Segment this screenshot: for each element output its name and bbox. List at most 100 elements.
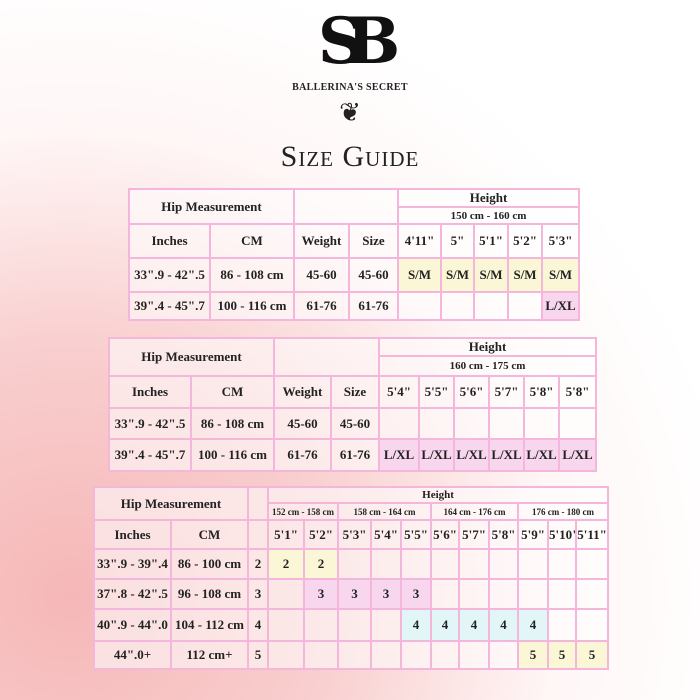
table-cell: 5 bbox=[547, 640, 577, 670]
hip-measurement-header: Hip Measurement bbox=[128, 188, 295, 225]
blank-header-cell bbox=[293, 188, 399, 225]
table-cell bbox=[453, 407, 490, 440]
column-header: 5'1" bbox=[267, 519, 305, 550]
table-cell: 45-60 bbox=[273, 407, 332, 440]
table-cell: 2 bbox=[247, 548, 269, 580]
hip-measurement-header: Hip Measurement bbox=[108, 337, 275, 377]
table-cell: 61-76 bbox=[273, 438, 332, 472]
table-cell: L/XL bbox=[453, 438, 490, 472]
table-cell bbox=[488, 548, 519, 580]
table-cell bbox=[574, 608, 610, 642]
column-header: 5'3" bbox=[337, 519, 372, 550]
table-cell bbox=[507, 291, 543, 321]
table-cell bbox=[370, 548, 402, 580]
height-header: Height bbox=[266, 486, 610, 504]
brand-monogram-logo: SB bbox=[317, 4, 400, 79]
table-cell bbox=[337, 608, 372, 642]
column-header: 5'8" bbox=[488, 519, 519, 550]
table-cell: 104 - 112 cm bbox=[170, 608, 249, 642]
table-cell: 5 bbox=[574, 640, 610, 670]
table-cell: 96 - 108 cm bbox=[170, 578, 249, 610]
column-header: CM bbox=[209, 223, 295, 259]
column-header: 5'3" bbox=[540, 223, 581, 259]
column-header bbox=[247, 519, 269, 550]
table-cell: 44".0+ bbox=[93, 640, 172, 670]
column-header: 5'10" bbox=[547, 519, 577, 550]
table-cell: S/M bbox=[473, 257, 509, 293]
table-cell bbox=[458, 548, 490, 580]
column-header: 5" bbox=[440, 223, 475, 259]
table-row: 39".4 - 45".7 100 - 116 cm 61-76 61-76 L/XL L… bbox=[108, 438, 597, 472]
table-cell bbox=[488, 407, 525, 440]
table-cell bbox=[558, 407, 597, 440]
table-cell bbox=[473, 291, 509, 321]
column-header: Weight bbox=[293, 223, 350, 259]
column-header: 5'2" bbox=[507, 223, 543, 259]
table-cell: 112 cm+ bbox=[170, 640, 249, 670]
column-header: Weight bbox=[273, 375, 332, 409]
column-header: 5'1" bbox=[473, 223, 509, 259]
table-cell: 4 bbox=[400, 608, 432, 642]
table-row: 40".9 - 44".0 104 - 112 cm 4 4 4 4 4 4 bbox=[93, 608, 610, 642]
column-header: 5'5" bbox=[418, 375, 455, 409]
table-row: 33".9 - 39".4 86 - 100 cm 2 2 2 bbox=[93, 548, 610, 580]
column-header: 5'4" bbox=[370, 519, 402, 550]
hip-measurement-header: Hip Measurement bbox=[93, 486, 249, 521]
column-header: 5'6" bbox=[453, 375, 490, 409]
table-row: 33".9 - 42".5 86 - 108 cm 45-60 45-60 S/M S/M… bbox=[128, 257, 581, 293]
table-cell bbox=[430, 548, 460, 580]
table-cell: L/XL bbox=[378, 438, 420, 472]
size-table-1: Hip Measurement Height 150 cm - 160 cm Inch… bbox=[128, 188, 581, 321]
table-cell bbox=[523, 407, 560, 440]
table-cell bbox=[267, 578, 305, 610]
table-cell bbox=[517, 578, 549, 610]
table-cell: 5 bbox=[247, 640, 269, 670]
table-cell bbox=[458, 578, 490, 610]
table-cell bbox=[488, 640, 519, 670]
size-table-3: Hip Measurement Height 152 cm - 158 cm 158 … bbox=[93, 486, 610, 670]
table-cell: 61-76 bbox=[330, 438, 380, 472]
table-cell bbox=[574, 578, 610, 610]
table-cell: 39".4 - 45".7 bbox=[128, 291, 211, 321]
table-cell bbox=[488, 578, 519, 610]
table-cell: 86 - 108 cm bbox=[209, 257, 295, 293]
table-cell bbox=[378, 407, 420, 440]
size-table-2: Hip Measurement Height 160 cm - 175 cm Inch… bbox=[108, 337, 597, 472]
table-cell: 100 - 116 cm bbox=[209, 291, 295, 321]
table-cell bbox=[267, 640, 305, 670]
table-cell: 40".9 - 44".0 bbox=[93, 608, 172, 642]
column-header: Size bbox=[348, 223, 399, 259]
table-cell: 2 bbox=[303, 548, 339, 580]
column-header: 5'9" bbox=[517, 519, 549, 550]
column-header: 5'5" bbox=[400, 519, 432, 550]
table-cell: L/XL bbox=[488, 438, 525, 472]
column-header: 5'8" bbox=[523, 375, 560, 409]
height-range: 160 cm - 175 cm bbox=[378, 355, 597, 377]
height-range: 158 cm - 164 cm bbox=[337, 502, 432, 521]
table-cell bbox=[337, 548, 372, 580]
table-cell bbox=[547, 578, 577, 610]
table-cell bbox=[430, 640, 460, 670]
table-cell: 2 bbox=[267, 548, 305, 580]
table-cell: 45-60 bbox=[348, 257, 399, 293]
table-cell: L/XL bbox=[418, 438, 455, 472]
brand-name: BALLERINA'S SECRET bbox=[292, 82, 408, 93]
table-cell: 4 bbox=[488, 608, 519, 642]
table-cell: 61-76 bbox=[348, 291, 399, 321]
table-cell: 3 bbox=[400, 578, 432, 610]
table-cell: 4 bbox=[517, 608, 549, 642]
table-cell bbox=[337, 640, 372, 670]
height-range: 176 cm - 180 cm bbox=[516, 502, 610, 521]
blank-header-cell bbox=[273, 337, 380, 377]
table-cell: L/XL bbox=[558, 438, 597, 472]
page-title: Size Guide bbox=[280, 140, 420, 173]
table-cell bbox=[400, 548, 432, 580]
table-cell: 33".9 - 42".5 bbox=[108, 407, 192, 440]
table-row: 39".4 - 45".7 100 - 116 cm 61-76 61-76 L/XL bbox=[128, 291, 581, 321]
table-cell bbox=[303, 640, 339, 670]
table-row: 37".8 - 42".5 96 - 108 cm 3 3 3 3 3 bbox=[93, 578, 610, 610]
table-cell: 86 - 100 cm bbox=[170, 548, 249, 580]
table-cell: 4 bbox=[458, 608, 490, 642]
table-cell bbox=[517, 548, 549, 580]
height-range: 152 cm - 158 cm bbox=[267, 502, 339, 521]
